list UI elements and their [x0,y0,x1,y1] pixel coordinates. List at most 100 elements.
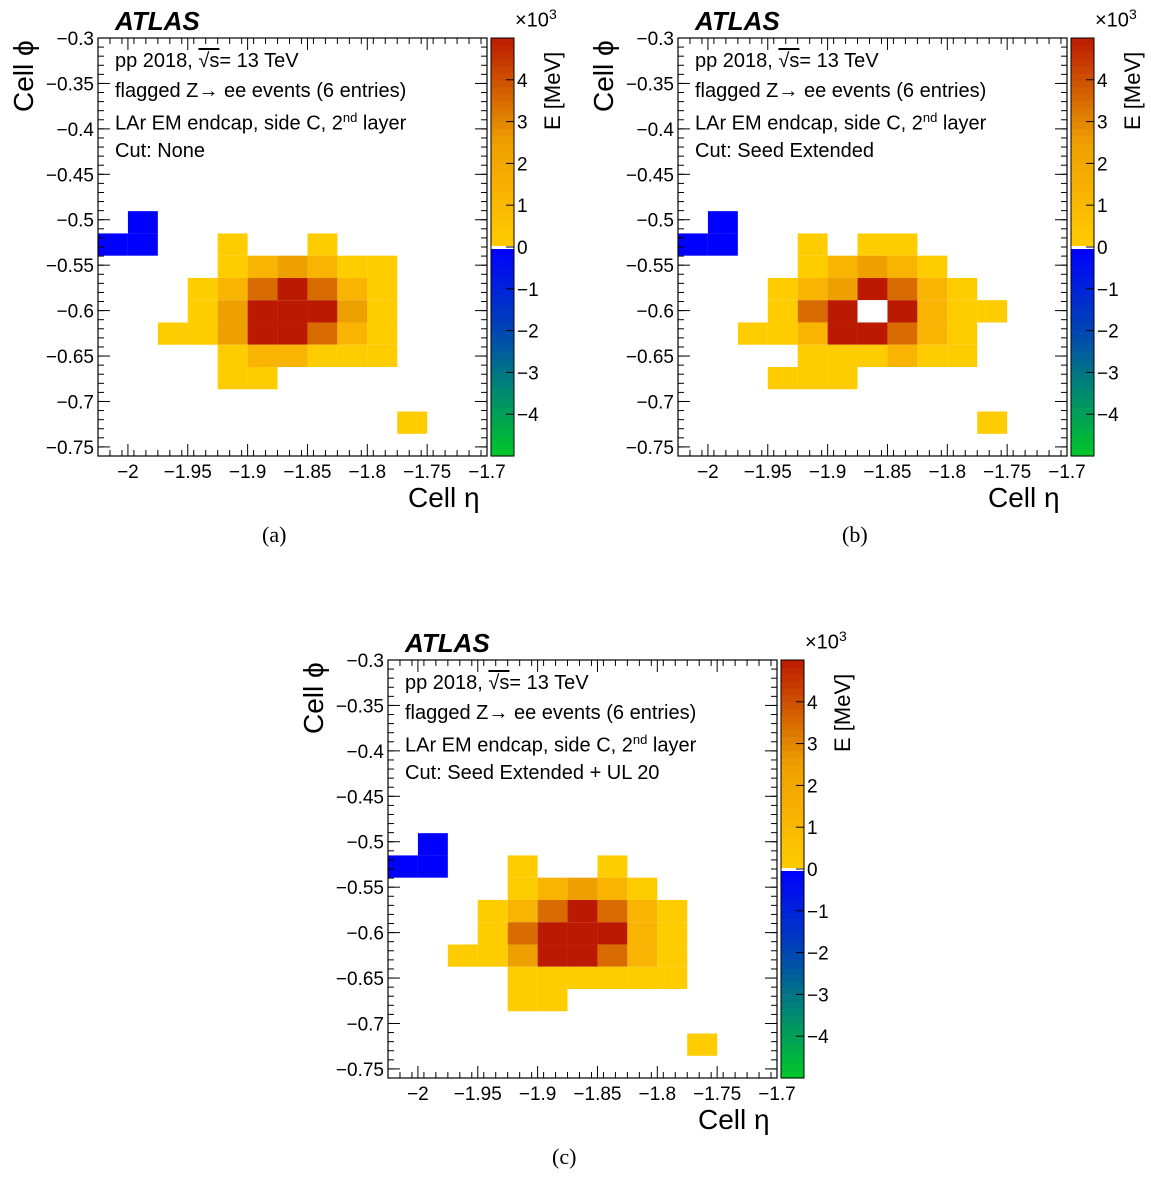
color-bar-segment [781,820,804,828]
info-cut: Cut: Seed Extended + UL 20 [405,762,660,784]
color-bar-segment [1071,247,1094,255]
heatmap-cell [247,322,278,345]
color-bar-segment [781,715,804,724]
heatmap-cell [597,966,628,989]
y-tick-label: −0.75 [46,438,94,459]
x-tick-label: −1.7 [758,1084,796,1105]
color-bar-segment [781,1050,804,1058]
heatmap-cell [217,344,248,367]
color-bar-zero-gap [1071,246,1094,249]
color-bar-segment [491,351,514,360]
color-bar-segment [1071,212,1094,220]
color-bar-segment [491,302,514,311]
color-bar-segment [1071,44,1094,53]
z-tick-label: −1 [517,280,539,301]
z-tick-label: −2 [517,322,539,343]
y-tick-label: −0.6 [636,302,674,323]
color-bar-segment [1071,428,1094,436]
color-bar-segment [781,813,804,821]
color-bar-segment [491,170,514,178]
heatmap-cell [187,322,218,345]
heatmap-cell [247,255,278,278]
color-bar-segment [1071,86,1094,95]
heatmap-cell [247,344,278,367]
heatmap-cell [307,300,338,323]
color-bar-segment [781,875,804,884]
y-axis-label: Cell ϕ [298,662,329,734]
color-bar-segment [491,191,514,199]
color-bar-segment [1071,156,1094,164]
x-tick-label: −1.7 [468,462,506,483]
color-bar-segment [781,708,804,717]
heatmap-cell [827,366,858,390]
y-tick-label: −0.4 [56,120,94,141]
y-tick-label: −0.55 [626,256,674,277]
color-bar-segment [781,966,804,975]
color-bar-segment [781,855,804,863]
color-bar-segment [491,260,514,269]
z-tick-label: 1 [517,196,528,217]
x-tick-label: −1.75 [693,1084,741,1105]
color-bar-segment [781,743,804,752]
color-bar-segment [491,274,514,283]
heatmap-cell [887,300,918,323]
color-bar-segment [491,114,514,123]
color-bar-segment [781,1001,804,1009]
heatmap-cell [567,877,598,900]
z-multiplier: ×103 [1095,6,1137,32]
heatmap-cell [857,277,888,301]
color-bar-segment [491,400,514,408]
heatmap-svg: −2 −1.95 −1.9 −1.85 −1.8 −1.75 −1.7 −0.3 −0.35 −0… [626,29,1119,483]
color-bar-segment [1071,309,1094,318]
heatmap-cell [827,277,858,301]
heatmap-cell [98,233,128,256]
color-bar [781,660,804,1079]
info-selection: flagged Z→ ee events (6 entries) [405,702,697,724]
atlas-label: ATLAS [695,6,780,36]
heatmap-cell [597,899,628,923]
color-bar-segment [491,38,514,46]
color-bar-segment [781,952,804,961]
heatmap-svg: −2 −1.95 −1.9 −1.85 −1.8 −1.75 −1.7 −0.3 −0.35 −0… [336,651,829,1105]
color-bar-segment [1071,93,1094,102]
color-bar-segment [491,407,514,415]
z-tick-label: −2 [1097,322,1119,343]
heatmap-cell [217,300,248,323]
heatmap-cell [947,277,978,301]
color-bar-segment [1071,205,1094,213]
y-axis-label: Cell ϕ [588,40,619,112]
color-bar-segment [781,903,804,912]
color-bar-segment [491,65,514,74]
y-axis-label: Cell ϕ [8,40,39,112]
color-bar-segment [491,365,514,373]
color-bar-segment [1071,219,1094,227]
y-tick-label: −0.65 [46,347,94,368]
heatmap-svg: −2 −1.95 −1.9 −1.85 −1.8 −1.75 −1.7 −0.3 −0.35 −0… [46,29,539,483]
z-tick-label: −2 [807,944,829,965]
color-bar-segment [1071,267,1094,276]
x-axis-label: Cell η [408,482,480,513]
heatmap-cell [597,922,628,945]
color-bar-segment [1071,379,1094,387]
heatmap-cell [767,277,798,301]
info-energy: pp 2018, √s= 13 TeV [115,50,299,72]
heatmap-cell [597,877,628,900]
heatmap-cell [157,322,188,345]
color-bar-segment [491,393,514,401]
heatmap-cell [947,300,978,323]
color-bar-segment [1071,288,1094,297]
plot-area [98,38,487,456]
x-tick-label: −1.95 [744,462,792,483]
color-bar-segment [1071,414,1094,422]
heatmap-cell [247,300,278,323]
color-bar-segment [781,938,804,947]
y-tick-label: −0.35 [626,74,674,95]
x-tick-label: −1.9 [809,462,847,483]
color-bar-segment [491,233,514,241]
heatmap-cell [827,300,858,323]
color-bar-segment [1071,163,1094,171]
heatmap-cell [417,833,448,856]
color-bar-segment [491,337,514,346]
z-tick-label: −4 [517,405,539,426]
color-bar-segment [781,660,804,668]
